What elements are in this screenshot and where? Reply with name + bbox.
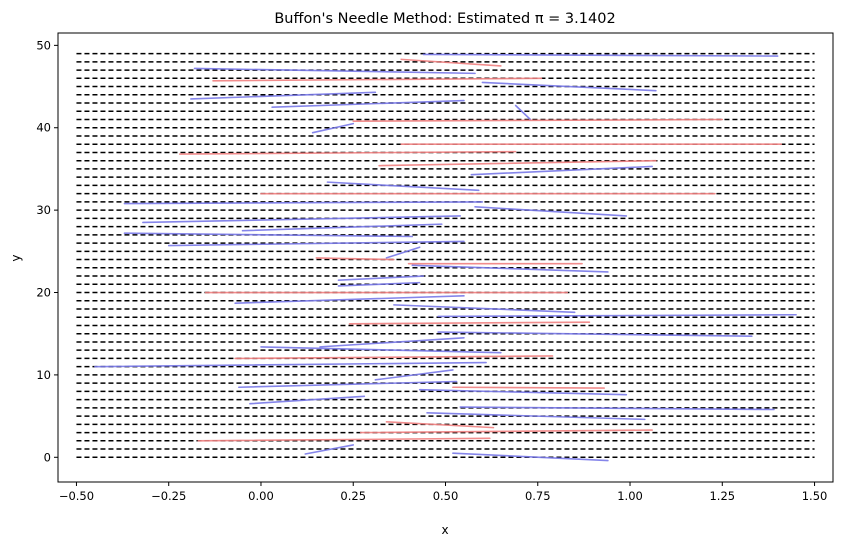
needle-7 xyxy=(514,104,532,121)
needle-2 xyxy=(193,67,476,75)
needle-17 xyxy=(474,206,628,217)
needle-43 xyxy=(459,406,775,411)
needle-31 xyxy=(437,313,797,318)
needle-38 xyxy=(374,369,454,381)
needles-group xyxy=(94,53,797,462)
y-tick-label-2: 20 xyxy=(36,286,51,300)
needle-14 xyxy=(326,181,480,192)
needle-37 xyxy=(94,361,487,368)
x-tick-label-8: 1.50 xyxy=(802,489,828,503)
needle-29 xyxy=(234,295,465,305)
needle-18 xyxy=(142,215,462,224)
needle-8 xyxy=(352,118,724,122)
needle-19 xyxy=(241,223,443,232)
needle-3 xyxy=(212,77,543,82)
needle-22 xyxy=(385,246,421,259)
needle-16 xyxy=(123,201,484,205)
x-tick-label-5: 0.75 xyxy=(525,489,551,503)
x-tick-label-2: 0.00 xyxy=(248,489,274,503)
needle-21 xyxy=(167,240,465,247)
x-axis-label: x xyxy=(441,523,448,537)
needle-27 xyxy=(337,281,421,287)
x-tick-label-3: 0.25 xyxy=(340,489,366,503)
needle-6 xyxy=(271,99,465,108)
needle-44 xyxy=(426,411,646,421)
chart-title: Buffon's Needle Method: Estimated π = 3.… xyxy=(274,11,615,27)
needle-42 xyxy=(249,395,366,405)
needle-4 xyxy=(481,81,657,92)
needle-9 xyxy=(311,122,355,134)
y-tick-label-3: 30 xyxy=(36,203,51,217)
y-axis-label: y xyxy=(9,254,23,261)
y-tick-label-5: 50 xyxy=(36,38,51,52)
needle-26 xyxy=(337,275,425,281)
x-tick-label-4: 0.50 xyxy=(433,489,459,503)
needle-20 xyxy=(123,232,414,238)
needle-40 xyxy=(452,386,605,389)
needle-34 xyxy=(260,346,502,354)
needle-47 xyxy=(197,437,491,442)
x-tick-label-7: 1.25 xyxy=(709,489,735,503)
needle-5 xyxy=(190,91,377,100)
needle-1 xyxy=(400,58,502,67)
x-tick-label-6: 1.00 xyxy=(617,489,643,503)
needle-35 xyxy=(319,337,465,348)
needle-41 xyxy=(418,388,628,396)
reference-lines-group xyxy=(76,52,815,459)
y-tick-label-1: 10 xyxy=(36,368,51,382)
y-tick-label-0: 0 xyxy=(44,450,51,464)
needle-23 xyxy=(315,257,395,261)
needle-39 xyxy=(238,380,458,389)
needle-48 xyxy=(304,444,355,455)
y-tick-label-4: 40 xyxy=(36,121,51,135)
x-tick-label-0: −0.50 xyxy=(59,489,94,503)
needle-30 xyxy=(393,304,576,314)
needle-13 xyxy=(470,165,653,176)
needle-46 xyxy=(359,429,653,434)
x-axis-ticks: −0.50 −0.25 0.00 0.25 0.50 0.75 1.00 1.25 1.50 xyxy=(59,482,828,503)
needle-12 xyxy=(378,159,657,167)
needle-25 xyxy=(411,264,609,273)
x-tick-label-1: −0.25 xyxy=(151,489,186,503)
y-axis-ticks: 0 10 20 30 40 50 xyxy=(36,38,58,464)
needle-49 xyxy=(452,452,609,462)
needle-32 xyxy=(348,321,591,325)
needle-36 xyxy=(234,355,554,360)
needle-0 xyxy=(422,53,779,57)
needle-33 xyxy=(437,331,753,337)
plot-frame xyxy=(57,32,834,483)
needle-11 xyxy=(178,150,517,155)
needle-45 xyxy=(385,421,495,429)
